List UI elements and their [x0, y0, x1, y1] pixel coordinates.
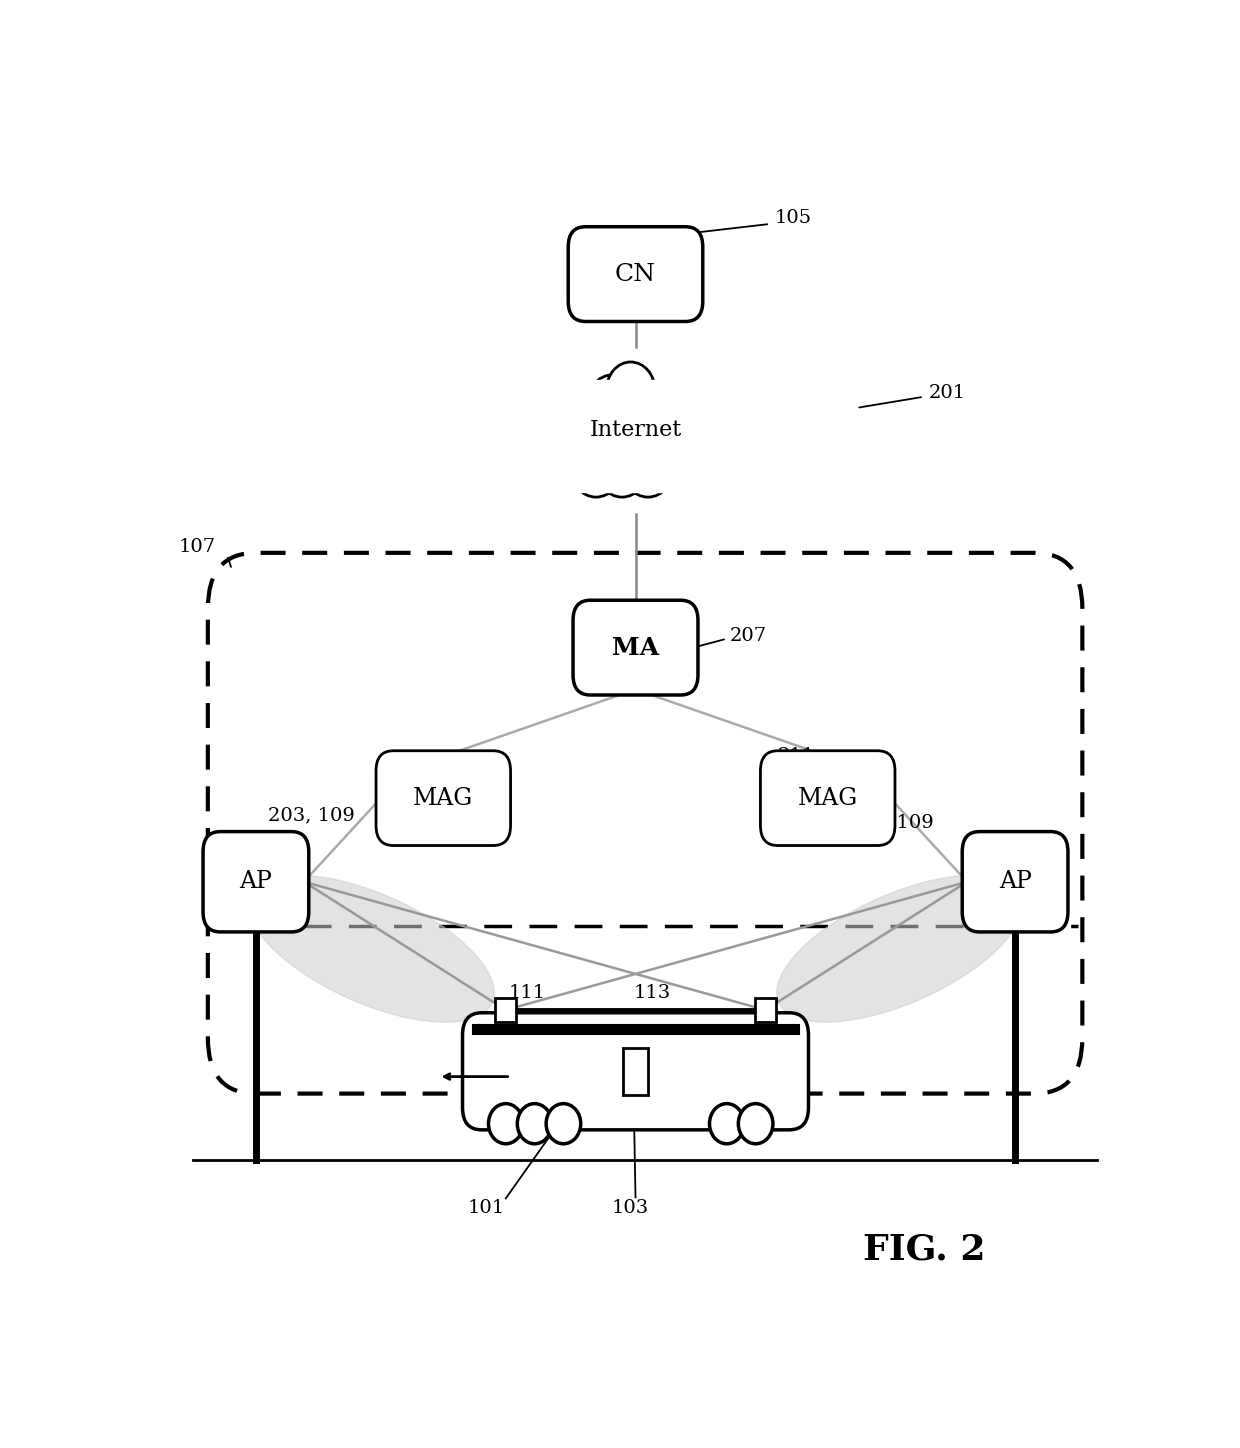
Circle shape	[596, 437, 649, 497]
Text: 201: 201	[929, 384, 966, 403]
Text: MAG: MAG	[797, 786, 858, 809]
Circle shape	[585, 375, 641, 439]
Circle shape	[548, 430, 600, 491]
FancyBboxPatch shape	[376, 750, 511, 846]
Ellipse shape	[248, 875, 495, 1022]
Circle shape	[622, 437, 675, 497]
Text: 103: 103	[613, 1199, 650, 1218]
Circle shape	[642, 395, 697, 459]
Circle shape	[546, 1103, 580, 1144]
FancyBboxPatch shape	[962, 831, 1068, 933]
FancyBboxPatch shape	[203, 831, 309, 933]
Circle shape	[618, 379, 670, 440]
FancyBboxPatch shape	[495, 998, 516, 1022]
Text: 205, 109: 205, 109	[847, 814, 934, 831]
FancyBboxPatch shape	[573, 601, 698, 695]
FancyBboxPatch shape	[622, 1048, 649, 1095]
Text: 111: 111	[508, 985, 546, 1002]
Circle shape	[738, 1103, 773, 1144]
Circle shape	[570, 437, 622, 497]
Text: 211: 211	[777, 747, 815, 765]
Circle shape	[557, 392, 618, 462]
Text: 203, 109: 203, 109	[268, 807, 356, 824]
Text: AP: AP	[239, 870, 273, 893]
Circle shape	[650, 432, 698, 488]
Ellipse shape	[776, 875, 1023, 1022]
FancyBboxPatch shape	[568, 227, 703, 321]
Circle shape	[709, 1103, 744, 1144]
FancyBboxPatch shape	[760, 750, 895, 846]
Text: FIG. 2: FIG. 2	[863, 1232, 985, 1267]
Text: 107: 107	[179, 539, 216, 556]
Circle shape	[551, 418, 599, 475]
Circle shape	[658, 418, 707, 475]
Text: Internet: Internet	[589, 420, 682, 442]
Bar	[511, 379, 760, 491]
Text: 209: 209	[467, 762, 505, 779]
Text: 101: 101	[467, 1199, 505, 1218]
Circle shape	[517, 1103, 552, 1144]
Text: MAG: MAG	[413, 786, 474, 809]
Text: CN: CN	[615, 262, 656, 285]
Text: 105: 105	[775, 210, 812, 227]
Circle shape	[489, 1103, 523, 1144]
FancyBboxPatch shape	[463, 1012, 808, 1129]
Text: MA: MA	[611, 636, 660, 660]
Text: 113: 113	[634, 985, 671, 1002]
Circle shape	[606, 362, 655, 418]
Text: 207: 207	[729, 627, 766, 646]
Text: AP: AP	[998, 870, 1032, 893]
FancyBboxPatch shape	[755, 998, 776, 1022]
